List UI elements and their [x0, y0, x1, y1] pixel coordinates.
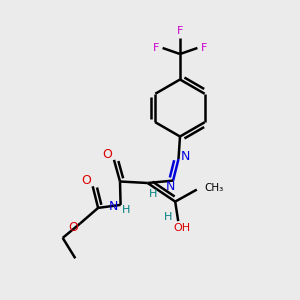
Text: CH₃: CH₃: [204, 183, 224, 193]
Text: O: O: [103, 148, 112, 161]
Text: N: N: [108, 200, 118, 213]
Text: N: N: [180, 150, 190, 163]
Text: O: O: [81, 174, 91, 188]
Text: F: F: [153, 43, 159, 53]
Text: OH: OH: [173, 223, 190, 233]
Text: O: O: [69, 220, 78, 234]
Text: N: N: [166, 179, 175, 193]
Text: F: F: [177, 26, 183, 36]
Text: F: F: [201, 43, 207, 53]
Text: H: H: [164, 212, 172, 222]
Text: H: H: [149, 189, 157, 200]
Text: H: H: [122, 205, 130, 215]
